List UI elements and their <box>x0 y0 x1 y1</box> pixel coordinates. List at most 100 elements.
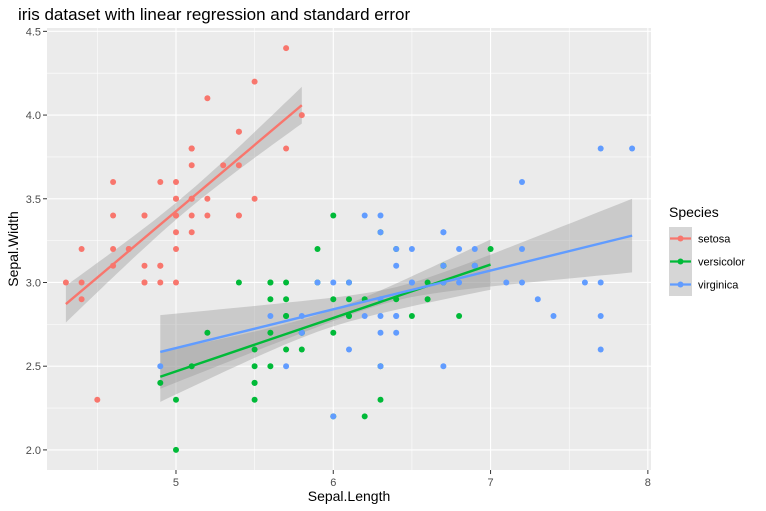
chart-title: iris dataset with linear regression and … <box>18 5 410 24</box>
data-point-virginica <box>519 246 525 252</box>
legend: Species setosa versicolor virginica <box>669 204 745 296</box>
data-point-setosa <box>204 195 211 202</box>
data-point-versicolor <box>251 363 258 370</box>
data-point-virginica <box>393 246 400 252</box>
data-point-setosa <box>173 279 179 286</box>
data-point-setosa <box>173 179 179 185</box>
data-point-versicolor <box>251 346 258 353</box>
data-point-setosa <box>78 279 85 286</box>
data-point-versicolor <box>361 413 368 420</box>
data-point-setosa <box>283 45 290 52</box>
data-point-setosa <box>220 162 227 169</box>
data-point-versicolor <box>298 346 305 353</box>
y-axis-ticks: 2.0 2.5 3.0 3.5 4.0 4.5 <box>26 26 47 457</box>
legend-title: Species <box>669 204 719 220</box>
data-point-versicolor <box>204 329 211 336</box>
data-point-setosa <box>157 279 164 286</box>
data-point-virginica <box>408 279 415 286</box>
data-point-virginica <box>330 413 337 420</box>
data-point-virginica <box>597 145 604 152</box>
x-tick-label: 8 <box>645 477 651 489</box>
data-point-setosa <box>188 145 195 152</box>
y-tick-label: 2.0 <box>26 445 41 457</box>
plot-panel <box>47 28 651 470</box>
data-point-versicolor <box>424 296 431 303</box>
data-point-virginica <box>377 329 384 336</box>
data-point-versicolor <box>330 212 337 219</box>
data-point-virginica <box>330 279 337 286</box>
data-point-setosa <box>141 279 148 286</box>
data-point-virginica <box>597 279 604 286</box>
data-point-versicolor <box>330 329 337 336</box>
y-tick-label: 4.5 <box>26 26 41 38</box>
x-tick-label: 6 <box>330 477 336 489</box>
data-point-virginica <box>283 363 290 370</box>
data-point-virginica <box>629 145 636 152</box>
data-point-virginica <box>393 313 400 319</box>
legend-key-point-virginica <box>677 281 684 288</box>
y-tick-label: 4.0 <box>26 110 41 122</box>
data-point-virginica <box>377 363 384 370</box>
data-point-virginica <box>361 212 368 219</box>
data-point-setosa <box>110 246 117 252</box>
data-point-virginica <box>267 313 274 319</box>
data-point-setosa <box>94 396 101 403</box>
data-point-versicolor <box>267 296 274 303</box>
data-point-virginica <box>597 346 604 353</box>
data-point-versicolor <box>235 279 242 286</box>
data-point-setosa <box>78 246 85 252</box>
data-point-versicolor <box>283 296 290 303</box>
data-point-versicolor <box>456 313 463 319</box>
data-point-virginica <box>440 262 447 269</box>
data-point-versicolor <box>173 446 179 453</box>
data-point-virginica <box>581 279 588 286</box>
data-point-virginica <box>314 279 321 286</box>
data-point-setosa <box>188 162 195 169</box>
data-point-versicolor <box>267 363 274 370</box>
data-point-setosa <box>204 95 211 102</box>
legend-key-point-setosa <box>677 235 684 242</box>
legend-label-versicolor: versicolor <box>698 257 745 269</box>
data-point-virginica <box>550 313 557 319</box>
data-point-setosa <box>141 212 148 219</box>
y-tick-label: 3.0 <box>26 277 41 289</box>
x-axis-ticks: 5 6 7 8 <box>173 470 651 489</box>
regression-lines <box>65 104 633 378</box>
data-point-virginica <box>377 313 384 319</box>
x-axis-title: Sepal.Length <box>308 488 391 504</box>
data-point-versicolor <box>346 296 352 303</box>
data-point-virginica <box>440 363 447 370</box>
data-point-virginica <box>408 246 415 252</box>
data-point-versicolor <box>330 296 337 303</box>
data-point-setosa <box>251 195 258 202</box>
data-point-virginica <box>471 262 478 269</box>
data-point-setosa <box>157 262 164 269</box>
data-point-virginica <box>597 313 604 319</box>
legend-key-point-versicolor <box>677 258 684 265</box>
data-point-virginica <box>519 279 525 286</box>
data-point-versicolor <box>487 246 494 252</box>
data-point-setosa <box>251 78 258 85</box>
regression-line-virginica <box>159 234 633 354</box>
data-point-virginica <box>377 212 384 219</box>
data-point-virginica <box>346 279 352 286</box>
data-point-virginica <box>456 279 463 286</box>
data-point-setosa <box>157 179 164 185</box>
data-point-setosa <box>235 128 242 135</box>
data-point-setosa <box>188 229 195 236</box>
data-point-setosa <box>141 262 148 269</box>
data-point-versicolor <box>267 329 274 336</box>
data-point-versicolor <box>173 396 179 403</box>
data-point-setosa <box>298 112 305 119</box>
data-point-versicolor <box>283 313 290 319</box>
data-point-versicolor <box>283 279 290 286</box>
data-point-virginica <box>361 313 368 319</box>
data-point-virginica <box>440 229 447 236</box>
x-tick-label: 5 <box>173 477 179 489</box>
y-tick-label: 2.5 <box>26 361 41 373</box>
data-point-setosa <box>204 212 211 219</box>
data-point-setosa <box>188 212 195 219</box>
data-point-setosa <box>173 229 179 236</box>
regression-line-setosa <box>65 104 303 306</box>
data-point-setosa <box>173 195 179 202</box>
